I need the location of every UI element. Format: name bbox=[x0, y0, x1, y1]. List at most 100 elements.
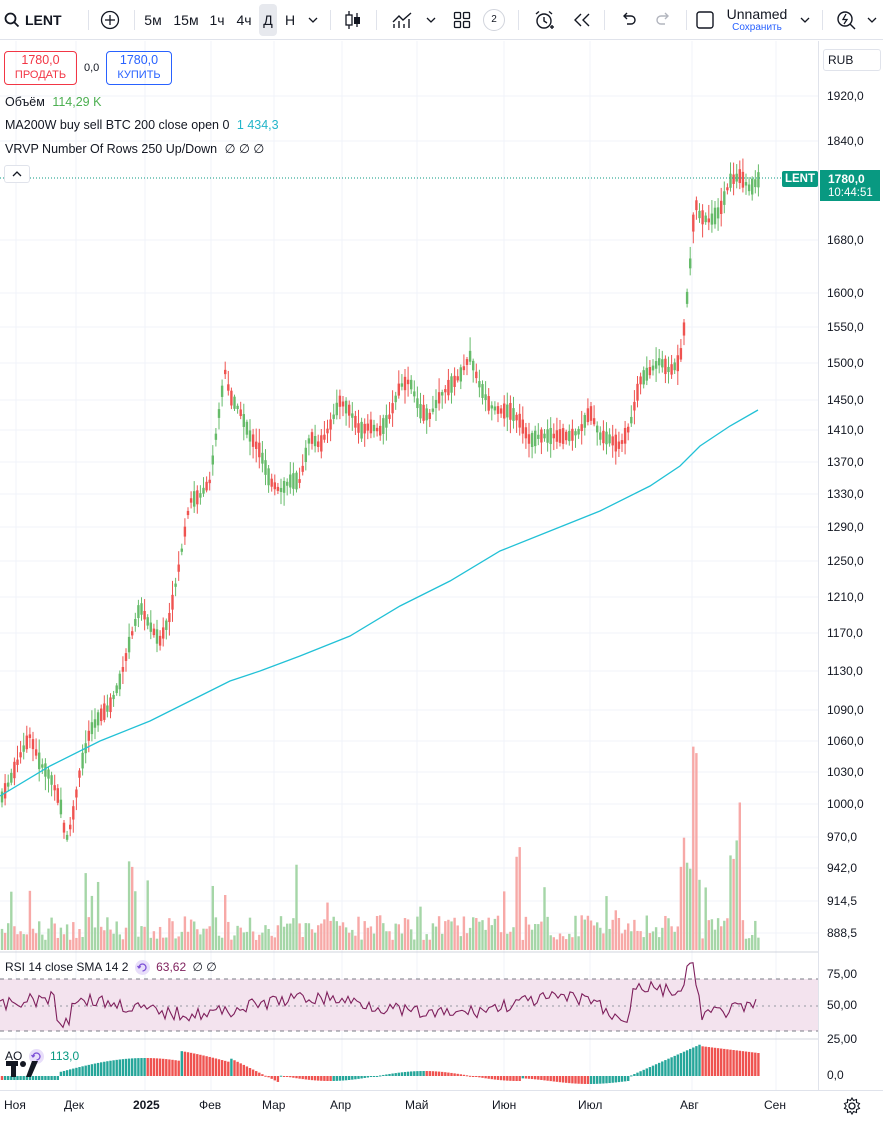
alert-button[interactable] bbox=[530, 4, 558, 36]
layout-button[interactable] bbox=[449, 4, 475, 36]
interval-5m[interactable]: 5м bbox=[144, 12, 162, 28]
price-tick: 970,0 bbox=[827, 830, 858, 844]
price-tick: 1370,0 bbox=[827, 455, 864, 469]
ma-legend[interactable]: MA200W buy sell BTC 200 close open 0 1 4… bbox=[5, 118, 279, 132]
price-tick: 1920,0 bbox=[827, 89, 864, 103]
price-tick: 1000,0 bbox=[827, 797, 864, 811]
rsi-tick-50: 50,00 bbox=[827, 998, 858, 1012]
save-label: Сохранить bbox=[732, 21, 782, 33]
price-tick: 1410,0 bbox=[827, 423, 864, 437]
chevron-up-icon bbox=[12, 171, 22, 177]
price-tick: 1170,0 bbox=[827, 626, 863, 640]
ao-tick-0: 0,0 bbox=[827, 1068, 844, 1082]
sell-price: 1780,0 bbox=[21, 53, 60, 67]
price-tick: 1130,0 bbox=[827, 664, 863, 678]
chart-pane[interactable]: 1780,0 ПРОДАТЬ 0,0 1780,0 КУПИТЬ Объём 1… bbox=[0, 41, 818, 1090]
layout-square-button[interactable] bbox=[694, 4, 716, 36]
compare-button[interactable] bbox=[96, 4, 124, 36]
interval-day[interactable]: Д bbox=[259, 4, 277, 36]
gear-icon bbox=[843, 1096, 861, 1116]
rsi-tick-25: 25,00 bbox=[827, 1032, 858, 1046]
time-label: Сен bbox=[764, 1098, 786, 1112]
sell-button[interactable]: 1780,0 ПРОДАТЬ bbox=[4, 51, 77, 85]
grid-layout-icon bbox=[453, 11, 471, 29]
chevron-down-icon bbox=[426, 17, 436, 23]
volume-legend[interactable]: Объём 114,29 K bbox=[5, 95, 101, 109]
tradingview-logo[interactable] bbox=[6, 1059, 40, 1085]
save-layout-button[interactable]: Unnamed Сохранить bbox=[724, 4, 790, 36]
buy-button[interactable]: 1780,0 КУПИТЬ bbox=[106, 51, 172, 85]
indicators-dropdown[interactable] bbox=[422, 4, 440, 36]
price-tick: 1550,0 bbox=[827, 320, 864, 334]
chevron-down-icon bbox=[867, 17, 877, 23]
ao-legend[interactable]: AO 113,0 bbox=[5, 1049, 79, 1065]
time-label: Дек bbox=[64, 1098, 85, 1112]
bar-countdown: 10:44:51 bbox=[828, 187, 873, 199]
square-icon bbox=[696, 11, 714, 29]
quick-search-button[interactable] bbox=[832, 4, 860, 36]
intervals-dropdown[interactable] bbox=[303, 4, 323, 36]
candles-icon bbox=[345, 11, 360, 29]
spread-value: 0,0 bbox=[84, 62, 100, 74]
chevron-down-icon bbox=[800, 17, 810, 23]
price-tick: 1500,0 bbox=[827, 356, 864, 370]
price-tick: 1600,0 bbox=[827, 286, 864, 300]
price-tick: 1210,0 bbox=[827, 590, 864, 604]
price-chart[interactable] bbox=[0, 41, 818, 1090]
symbol-search-button[interactable]: LENT bbox=[4, 4, 66, 36]
ma-value: 1 434,3 bbox=[236, 118, 279, 132]
replay-button[interactable] bbox=[568, 4, 596, 36]
time-label: Апр bbox=[330, 1098, 352, 1112]
rewind-icon bbox=[574, 13, 590, 27]
interval-15m[interactable]: 15м bbox=[173, 12, 199, 28]
chart-settings-button[interactable] bbox=[842, 1096, 862, 1116]
price-tick: 1840,0 bbox=[827, 134, 864, 148]
chart-type-button[interactable] bbox=[340, 4, 366, 36]
rsi-label: RSI 14 close SMA 14 2 bbox=[5, 960, 129, 974]
interval-4h[interactable]: 4ч bbox=[236, 12, 252, 28]
currency-selector[interactable]: RUB bbox=[823, 49, 881, 71]
interval-week[interactable]: Н bbox=[284, 12, 296, 28]
price-tick: 1030,0 bbox=[827, 765, 864, 779]
collapse-legend-button[interactable] bbox=[4, 165, 30, 183]
price-tick: 914,5 bbox=[827, 894, 858, 908]
ao-label: AO bbox=[5, 1049, 23, 1063]
interval-1h[interactable]: 1ч bbox=[209, 12, 225, 28]
toolbar-more[interactable] bbox=[864, 4, 880, 36]
price-tick: 1680,0 bbox=[827, 233, 864, 247]
price-tick: 942,0 bbox=[827, 861, 858, 875]
rsi-value: 63,62 bbox=[156, 960, 187, 974]
buy-label: КУПИТЬ bbox=[117, 69, 161, 81]
alarm-clock-icon bbox=[535, 10, 554, 29]
rsi-refresh-icon[interactable] bbox=[134, 960, 150, 976]
price-tick: 1450,0 bbox=[827, 393, 864, 407]
time-axis[interactable]: Ноя Дек 2025 Фев Мар Апр Май Июн Июл Авг Сен bbox=[0, 1090, 883, 1120]
ma-label: MA200W buy sell BTC 200 close open 0 bbox=[5, 118, 230, 132]
volume-label: Объём bbox=[5, 95, 45, 109]
rsi-legend[interactable]: RSI 14 close SMA 14 2 63,62 ∅ ∅ bbox=[5, 960, 217, 976]
vrvp-legend[interactable]: VRVP Number Of Rows 250 Up/Down ∅ ∅ ∅ bbox=[5, 141, 264, 156]
rsi-band bbox=[0, 979, 818, 1031]
top-toolbar: LENT 5м 15м 1ч 4ч Д Н 2 Un bbox=[0, 0, 883, 40]
indicators-icon bbox=[392, 12, 412, 28]
layout-count-badge[interactable]: 2 bbox=[482, 4, 506, 36]
chevron-down-icon bbox=[308, 17, 318, 23]
symbol-name: LENT bbox=[25, 12, 62, 28]
undo-button[interactable] bbox=[614, 4, 642, 36]
redo-button[interactable] bbox=[650, 4, 678, 36]
layout-dropdown[interactable] bbox=[796, 4, 814, 36]
ao-refresh-icon[interactable] bbox=[28, 1049, 44, 1065]
time-label: Мар bbox=[262, 1098, 286, 1112]
rsi-tick-75: 75,00 bbox=[827, 967, 858, 981]
rsi-line bbox=[0, 962, 757, 1029]
vrvp-values: ∅ ∅ ∅ bbox=[224, 142, 265, 156]
volume-value: 114,29 K bbox=[52, 95, 102, 109]
price-scale[interactable]: RUB 1920,0 1840,0 1680,0 1600,0 1550,0 1500,0… bbox=[782, 41, 883, 1090]
indicators-button[interactable] bbox=[388, 4, 416, 36]
price-tick: 1090,0 bbox=[827, 703, 864, 717]
time-label: Май bbox=[405, 1098, 429, 1112]
time-label: Июн bbox=[492, 1098, 517, 1112]
last-symbol-badge: LENT bbox=[782, 171, 818, 187]
time-label: Авг bbox=[680, 1098, 699, 1112]
price-tick: 1250,0 bbox=[827, 554, 864, 568]
